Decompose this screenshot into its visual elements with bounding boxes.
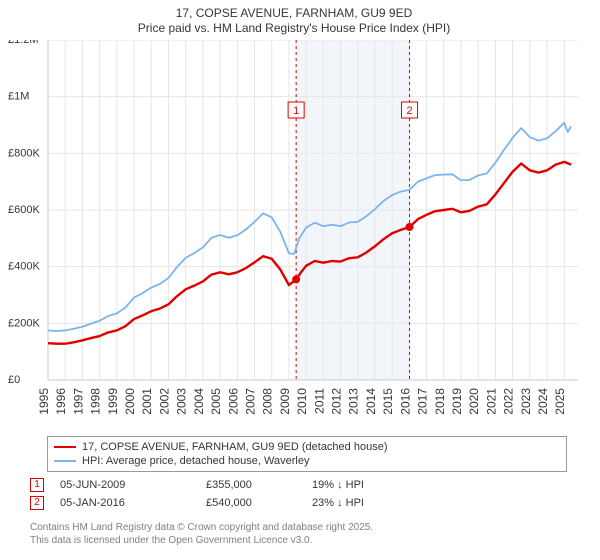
svg-text:£400K: £400K — [8, 261, 40, 273]
svg-text:2007: 2007 — [243, 388, 257, 415]
transaction-date: 05-JUN-2009 — [60, 479, 190, 491]
svg-text:£200K: £200K — [8, 317, 40, 329]
svg-text:2005: 2005 — [209, 388, 223, 415]
transaction-row: 1 05-JUN-2009 £355,000 19% ↓ HPI — [30, 476, 402, 494]
svg-text:£1.2M: £1.2M — [8, 40, 39, 46]
svg-text:2009: 2009 — [278, 388, 292, 415]
svg-text:£600K: £600K — [8, 204, 40, 216]
transaction-marker: 1 — [30, 478, 44, 492]
transaction-table: 1 05-JUN-2009 £355,000 19% ↓ HPI 2 05-JAN-201… — [30, 476, 402, 512]
svg-text:1999: 1999 — [106, 388, 120, 415]
legend-label: 17, COPSE AVENUE, FARNHAM, GU9 9ED (deta… — [82, 441, 387, 453]
svg-text:£1M: £1M — [8, 91, 29, 103]
svg-text:2017: 2017 — [416, 388, 430, 415]
svg-text:2012: 2012 — [330, 388, 344, 415]
transaction-marker: 2 — [30, 496, 44, 510]
svg-text:1998: 1998 — [89, 388, 103, 415]
svg-text:2023: 2023 — [519, 388, 533, 415]
svg-text:2019: 2019 — [450, 388, 464, 415]
svg-text:£800K: £800K — [8, 147, 40, 159]
svg-text:1995: 1995 — [37, 388, 51, 415]
legend-swatch — [54, 446, 76, 448]
svg-text:£0: £0 — [8, 374, 20, 386]
legend: 17, COPSE AVENUE, FARNHAM, GU9 9ED (deta… — [47, 436, 567, 472]
legend-row: 17, COPSE AVENUE, FARNHAM, GU9 9ED (deta… — [54, 440, 560, 454]
svg-text:2008: 2008 — [261, 388, 275, 415]
transaction-price: £540,000 — [206, 497, 296, 509]
svg-text:2011: 2011 — [312, 388, 326, 414]
svg-text:2025: 2025 — [553, 388, 567, 415]
svg-text:2002: 2002 — [157, 388, 171, 415]
svg-text:2001: 2001 — [140, 388, 154, 415]
svg-text:1996: 1996 — [54, 388, 68, 415]
footnote-line-2: This data is licensed under the Open Gov… — [30, 535, 373, 548]
title-line-2: Price paid vs. HM Land Registry's House … — [6, 21, 582, 36]
legend-swatch — [54, 460, 76, 462]
svg-text:2021: 2021 — [484, 388, 498, 415]
transaction-price: £355,000 — [206, 479, 296, 491]
svg-text:2003: 2003 — [175, 388, 189, 415]
chart-title: 17, COPSE AVENUE, FARNHAM, GU9 9ED Price… — [6, 6, 582, 36]
legend-row: HPI: Average price, detached house, Wave… — [54, 454, 560, 468]
transaction-date: 05-JAN-2016 — [60, 497, 190, 509]
svg-text:2018: 2018 — [433, 388, 447, 415]
title-line-1: 17, COPSE AVENUE, FARNHAM, GU9 9ED — [6, 6, 582, 21]
svg-text:2022: 2022 — [502, 388, 516, 415]
svg-text:2016: 2016 — [398, 388, 412, 415]
svg-text:2004: 2004 — [192, 388, 206, 415]
transaction-diff: 23% ↓ HPI — [312, 497, 402, 509]
footnote: Contains HM Land Registry data © Crown c… — [30, 522, 373, 547]
svg-text:2013: 2013 — [347, 388, 361, 415]
svg-text:2014: 2014 — [364, 388, 378, 415]
svg-text:1: 1 — [293, 105, 299, 117]
legend-label: HPI: Average price, detached house, Wave… — [82, 455, 309, 467]
svg-text:2010: 2010 — [295, 388, 309, 415]
svg-text:2024: 2024 — [536, 388, 550, 415]
svg-text:2020: 2020 — [467, 388, 481, 415]
svg-text:2000: 2000 — [123, 388, 137, 415]
chart-area: £0£200K£400K£600K£800K£1M£1.2M1995199619… — [6, 40, 582, 430]
footnote-line-1: Contains HM Land Registry data © Crown c… — [30, 522, 373, 535]
transaction-diff: 19% ↓ HPI — [312, 479, 402, 491]
svg-text:2: 2 — [406, 105, 412, 117]
svg-text:2015: 2015 — [381, 388, 395, 415]
svg-text:1997: 1997 — [71, 388, 85, 415]
svg-text:2006: 2006 — [226, 388, 240, 415]
transaction-row: 2 05-JAN-2016 £540,000 23% ↓ HPI — [30, 494, 402, 512]
